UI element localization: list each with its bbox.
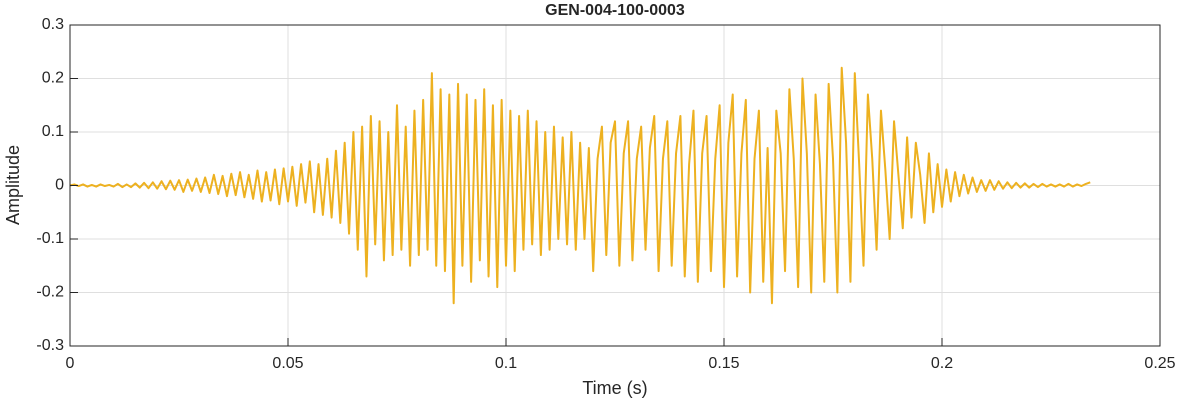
y-tick-label: -0.1 [36,230,64,247]
y-tick-label: 0.3 [42,16,64,33]
x-tick-label: 0.25 [1144,355,1175,372]
x-tick-label: 0.1 [495,355,517,372]
x-tick-label: 0.15 [708,355,739,372]
y-tick-label: 0.2 [42,70,64,87]
x-tick-label: 0 [66,355,75,372]
y-tick-label: 0 [55,177,64,194]
y-tick-label: -0.2 [36,284,64,301]
y-tick-label: 0.1 [42,123,64,140]
x-tick-label: 0.05 [272,355,303,372]
x-axis-label: Time (s) [582,378,647,398]
y-tick-label: -0.3 [36,337,64,354]
y-axis-label: Amplitude [3,145,23,225]
chart-title: GEN-004-100-0003 [545,2,685,19]
waveform-line [69,66,1091,305]
x-tick-label: 0.2 [931,355,953,372]
